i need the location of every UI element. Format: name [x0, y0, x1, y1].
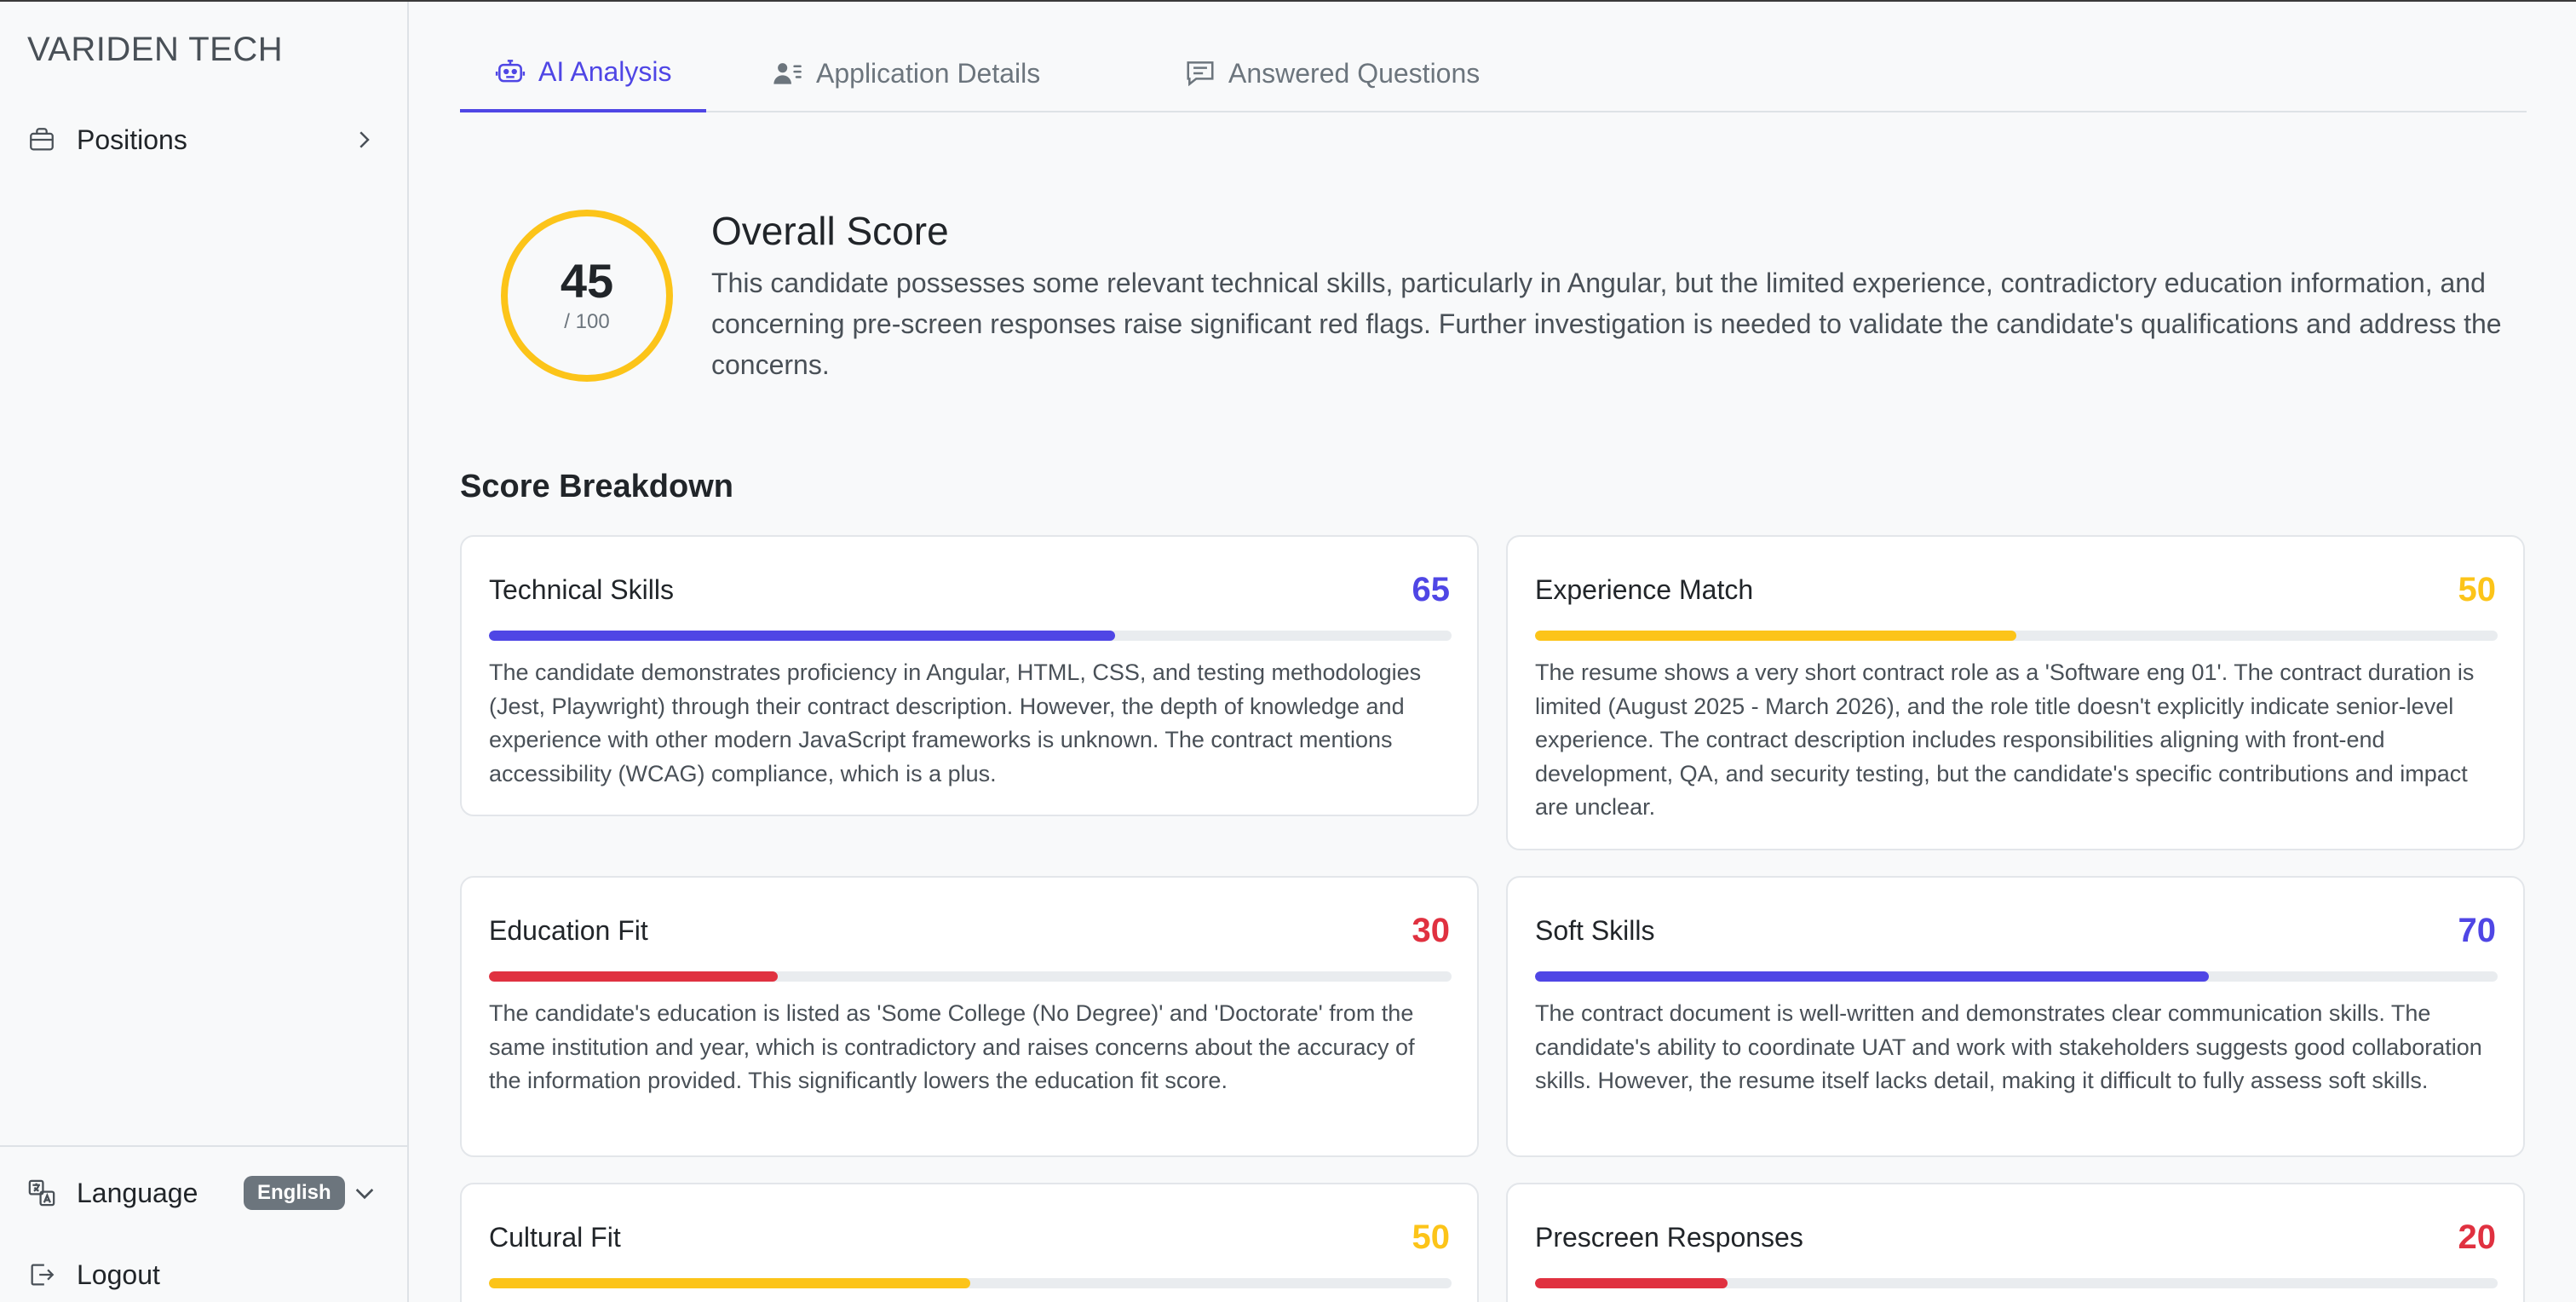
tab-bar: AI Analysis Application Details [460, 34, 2527, 112]
score-card-experience-match: Experience Match 50 The resume shows a v… [1506, 535, 2525, 850]
sidebar: VARIDEN TECH Positions [0, 2, 409, 1302]
chevron-right-icon [351, 126, 377, 153]
score-card-title: Cultural Fit [489, 1222, 621, 1253]
sidebar-item-label: Positions [77, 124, 187, 155]
score-card-score: 50 [1412, 1218, 1451, 1256]
person-lines-icon [772, 57, 804, 89]
logout-icon [27, 1260, 56, 1289]
score-progress-bar [489, 971, 1452, 982]
score-card-soft-skills: Soft Skills 70 The contract document is … [1506, 876, 2525, 1157]
score-card-description: The resume shows a very short contract r… [1535, 660, 2475, 820]
tab-answered-questions[interactable]: Answered Questions [1150, 34, 1514, 112]
translate-icon [27, 1178, 56, 1207]
overall-score-max: / 100 [564, 310, 610, 333]
score-progress-bar [489, 1278, 1452, 1288]
tab-ai-analysis[interactable]: AI Analysis [460, 34, 706, 112]
score-card-title: Technical Skills [489, 574, 674, 605]
logout-button[interactable]: Logout [0, 1241, 407, 1302]
score-card-prescreen-responses: Prescreen Responses 20 [1506, 1183, 2525, 1302]
logout-label: Logout [77, 1259, 160, 1290]
robot-icon [494, 55, 526, 88]
score-card-title: Soft Skills [1535, 915, 1655, 946]
sidebar-item-positions[interactable]: Positions [0, 106, 407, 174]
score-card-description: The contract document is well-written an… [1535, 1000, 2482, 1093]
score-progress-bar [1535, 631, 2498, 641]
overall-score-value: 45 [560, 254, 614, 308]
tab-label: AI Analysis [538, 55, 672, 87]
score-card-score: 50 [2458, 571, 2497, 608]
overall-score-summary: This candidate possesses some relevant t… [711, 268, 2502, 380]
score-progress-fill [1535, 631, 2016, 641]
score-card-description: The candidate's education is listed as '… [489, 1000, 1415, 1093]
score-progress-fill [489, 1278, 970, 1288]
briefcase-icon [27, 125, 56, 154]
language-selector[interactable]: Language English [0, 1159, 407, 1227]
score-card-title: Experience Match [1535, 574, 1754, 605]
overall-score-ring: 45 / 100 [501, 210, 673, 382]
score-card-description: The candidate demonstrates proficiency i… [489, 660, 1422, 786]
score-progress-fill [1535, 1278, 1728, 1288]
tab-label: Application Details [816, 57, 1041, 89]
score-card-score: 70 [2458, 912, 2497, 949]
language-badge: English [244, 1176, 345, 1210]
score-card-score: 65 [1412, 571, 1451, 608]
score-card-score: 20 [2458, 1218, 2497, 1256]
tab-label: Answered Questions [1228, 57, 1481, 89]
tab-application-details[interactable]: Application Details [738, 34, 1074, 112]
score-progress-fill [489, 971, 778, 982]
score-card-title: Prescreen Responses [1535, 1222, 1803, 1253]
score-card-cultural-fit: Cultural Fit 50 [460, 1183, 1479, 1302]
main-content: AI Analysis Application Details [409, 2, 2576, 1302]
score-card-education-fit: Education Fit 30 The candidate's educati… [460, 876, 1479, 1157]
chevron-down-icon [351, 1179, 378, 1207]
chat-icon [1184, 57, 1216, 89]
overall-score-title: Overall Score [711, 209, 949, 253]
brand-logo: VARIDEN TECH [27, 31, 284, 68]
score-card-technical-skills: Technical Skills 65 The candidate demons… [460, 535, 1479, 816]
score-progress-bar [1535, 1278, 2498, 1288]
score-progress-bar [1535, 971, 2498, 982]
score-progress-fill [1535, 971, 2209, 982]
score-card-title: Education Fit [489, 915, 648, 946]
score-card-score: 30 [1412, 912, 1451, 949]
sidebar-footer: Language English Logout [0, 1145, 407, 1302]
score-progress-bar [489, 631, 1452, 641]
language-label: Language [77, 1177, 198, 1208]
score-breakdown-title: Score Breakdown [460, 469, 733, 504]
score-progress-fill [489, 631, 1115, 641]
